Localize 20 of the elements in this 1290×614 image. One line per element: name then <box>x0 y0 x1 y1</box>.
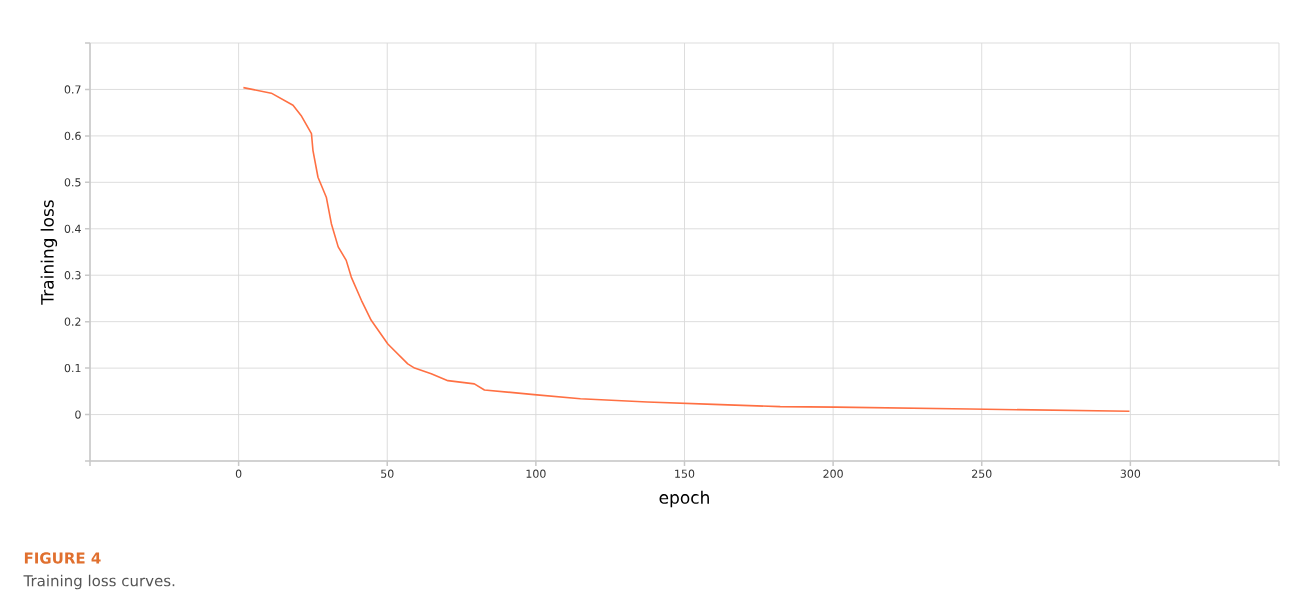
x-tick-label: 300 <box>1120 469 1141 478</box>
y-tick-label: 0.3 <box>64 271 81 280</box>
y-tick-label: 0.6 <box>64 131 81 141</box>
y-tick-label: 0.7 <box>64 85 81 94</box>
x-tick-label: 100 <box>526 469 546 478</box>
y-tick-label: 0.2 <box>64 317 81 326</box>
y-tick-label: 0 <box>75 410 81 419</box>
y-tick-label: 0.4 <box>64 224 81 233</box>
y-tick-label: 0.5 <box>64 178 81 187</box>
x-tick-label: 250 <box>972 469 992 478</box>
x-tick-label: 50 <box>381 469 394 478</box>
y-tick-label: 0.1 <box>64 363 81 373</box>
text: Training loss curves. <box>23 574 175 590</box>
line-series <box>242 86 1131 413</box>
caption: FIGURE 4 <box>24 552 101 564</box>
x-tick-label: 0 <box>235 469 242 478</box>
x-tick-label: 200 <box>823 469 843 478</box>
x-tick-label: 150 <box>675 469 695 478</box>
x-axis-title: epoch <box>659 490 709 508</box>
y-axis-title: Training loss <box>40 200 58 305</box>
